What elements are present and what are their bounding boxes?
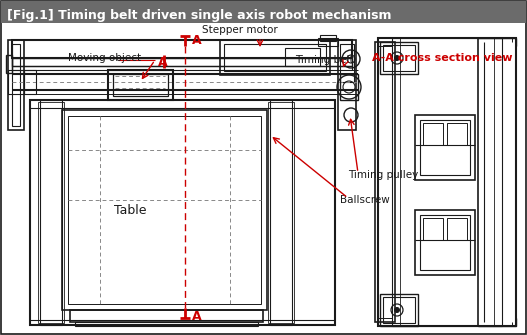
Text: Timing belt: Timing belt <box>295 55 354 65</box>
Bar <box>423 123 443 145</box>
Bar <box>378 46 392 318</box>
Bar <box>415 115 475 180</box>
Text: [Fig.1] Timing belt driven single axis robot mechanism: [Fig.1] Timing belt driven single axis r… <box>7 8 392 21</box>
Bar <box>30 100 335 325</box>
Bar <box>24 70 36 94</box>
Bar <box>420 215 470 270</box>
Bar <box>423 218 443 240</box>
Bar <box>113 74 168 96</box>
Bar <box>383 45 415 71</box>
Bar <box>380 294 418 326</box>
Text: Stepper motor: Stepper motor <box>202 25 278 35</box>
Bar <box>447 123 467 145</box>
Bar <box>40 100 62 325</box>
Bar <box>6 55 12 73</box>
Bar <box>224 44 326 71</box>
Circle shape <box>395 308 399 313</box>
Bar <box>68 116 261 304</box>
Bar <box>38 102 64 323</box>
Bar <box>270 100 292 325</box>
Bar <box>62 110 267 310</box>
Text: Ballscrew: Ballscrew <box>340 195 390 205</box>
Bar <box>12 58 352 66</box>
Bar <box>75 322 258 326</box>
Bar <box>378 38 516 326</box>
Bar <box>285 48 320 66</box>
Bar <box>8 40 24 130</box>
Text: Moving object: Moving object <box>68 53 141 63</box>
Bar <box>108 70 173 100</box>
Bar <box>380 42 418 74</box>
Bar <box>383 297 415 323</box>
Bar <box>70 310 263 322</box>
Bar <box>12 66 352 70</box>
Bar <box>220 40 330 75</box>
Bar <box>340 74 358 100</box>
Bar <box>268 102 294 323</box>
Bar <box>340 44 354 82</box>
Bar <box>320 35 336 41</box>
Bar <box>12 40 352 58</box>
Bar <box>420 120 470 175</box>
Text: A-A cross section view: A-A cross section view <box>372 53 512 63</box>
Bar <box>375 42 395 322</box>
Bar <box>8 70 24 94</box>
Bar <box>12 44 20 126</box>
Bar <box>338 40 356 130</box>
Text: A: A <box>192 35 202 48</box>
Bar <box>392 38 502 326</box>
Bar <box>447 218 467 240</box>
Bar <box>1 1 526 23</box>
Bar <box>400 38 494 326</box>
Text: A: A <box>158 56 168 68</box>
Text: Timing pulley: Timing pulley <box>348 170 418 180</box>
Text: A: A <box>192 310 202 323</box>
Bar <box>318 38 338 46</box>
Circle shape <box>395 56 399 61</box>
Bar <box>415 210 475 275</box>
Text: Table: Table <box>114 203 147 216</box>
